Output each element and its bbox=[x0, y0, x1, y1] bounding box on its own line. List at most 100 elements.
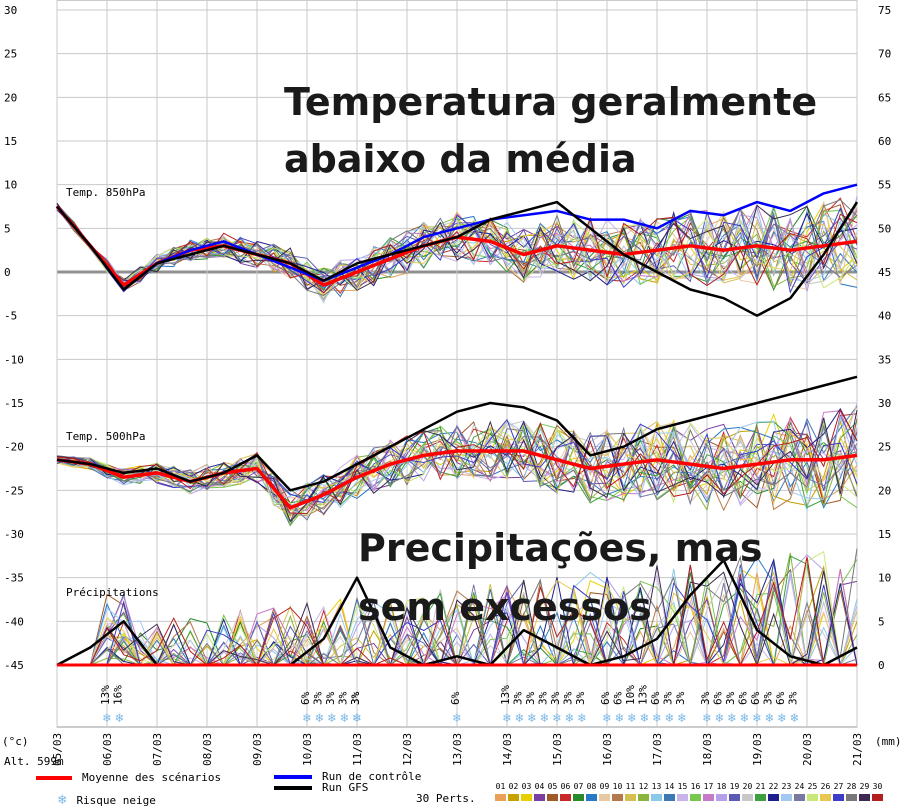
snow-icon: ❄ bbox=[115, 711, 124, 726]
snow-risk-value: 3% bbox=[787, 691, 800, 705]
right-tick-label: 5 bbox=[878, 615, 885, 628]
snow-risk-value: 3% bbox=[537, 691, 550, 705]
pert-number: 24 bbox=[794, 782, 805, 791]
annotation-2: abaixo da média bbox=[284, 137, 637, 181]
pert-color-swatch bbox=[495, 794, 506, 801]
series-line bbox=[56, 183, 858, 291]
pert-color-swatch bbox=[872, 794, 883, 801]
pert-number: 11 bbox=[625, 782, 636, 791]
altitude-label: Alt. 599m bbox=[4, 755, 64, 768]
pert-number: 30 bbox=[872, 782, 883, 791]
pert-legend-item: 15 bbox=[676, 782, 689, 801]
pert-legend-item: 26 bbox=[819, 782, 832, 801]
pert-legend-item: 20 bbox=[741, 782, 754, 801]
pert-legend-item: 02 bbox=[507, 782, 520, 801]
snow-icon: ❄ bbox=[665, 711, 674, 726]
pert-color-swatch bbox=[547, 794, 558, 801]
snow-icon: ❄ bbox=[102, 711, 111, 726]
ensemble-line-850 bbox=[56, 206, 858, 294]
pert-number: 07 bbox=[573, 782, 584, 791]
right-tick-label: 40 bbox=[878, 310, 891, 323]
pert-number: 10 bbox=[612, 782, 623, 791]
pert-number: 25 bbox=[807, 782, 818, 791]
pert-number: 09 bbox=[599, 782, 610, 791]
snow-icon: ❄ bbox=[777, 711, 786, 726]
snow-risk-value: 6% bbox=[712, 691, 725, 705]
snow-risk-value: 3% bbox=[349, 691, 362, 705]
legend-gfs-label: Run GFS bbox=[322, 781, 369, 794]
snow-icon: ❄ bbox=[602, 711, 611, 726]
panel-label-500: Temp. 500hPa bbox=[66, 430, 145, 443]
legend-control-swatch bbox=[274, 774, 312, 779]
pert-legend-item: 21 bbox=[754, 782, 767, 801]
snow-icon: ❄ bbox=[502, 711, 511, 726]
snow-risk-value: 3% bbox=[549, 691, 562, 705]
left-tick-label: 10 bbox=[4, 179, 17, 192]
pert-legend-item: 25 bbox=[806, 782, 819, 801]
x-tick-label: 14/03 bbox=[501, 733, 514, 766]
pert-color-swatch bbox=[755, 794, 766, 801]
snow-icon: ❄ bbox=[740, 711, 749, 726]
ensemble-line-850 bbox=[56, 199, 858, 296]
pert-legend-item: 09 bbox=[598, 782, 611, 801]
x-tick-label: 17/03 bbox=[651, 733, 664, 766]
pert-number: 18 bbox=[716, 782, 727, 791]
x-tick-label: 08/03 bbox=[201, 733, 214, 766]
pert-color-swatch bbox=[625, 794, 636, 801]
snow-icon: ❄ bbox=[627, 711, 636, 726]
snow-icon: ❄ bbox=[652, 711, 661, 726]
snow-icon: ❄ bbox=[715, 711, 724, 726]
legend-mean: Moyenne des scénarios bbox=[36, 771, 221, 784]
snow-risk-value: 16% bbox=[112, 685, 125, 705]
pert-number: 29 bbox=[859, 782, 870, 791]
right-tick-label: 60 bbox=[878, 135, 891, 148]
snowflake-icon: ❄ bbox=[58, 792, 67, 808]
legend-gfs: Run GFS bbox=[274, 782, 421, 793]
pert-number: 28 bbox=[846, 782, 857, 791]
snow-icon: ❄ bbox=[765, 711, 774, 726]
snow-risk-value: 3% bbox=[349, 691, 362, 705]
snow-risk-value: 3% bbox=[337, 691, 350, 705]
x-tick-label: 18/03 bbox=[701, 733, 714, 766]
left-axis-unit: (°c) bbox=[2, 735, 29, 748]
left-tick-label: 30 bbox=[4, 4, 17, 17]
ensemble-line-850 bbox=[56, 204, 858, 288]
snow-risk-value: 3% bbox=[762, 691, 775, 705]
ensemble-line-850 bbox=[56, 202, 858, 291]
pert-color-swatch bbox=[560, 794, 571, 801]
pert-color-swatch bbox=[664, 794, 675, 801]
right-tick-label: 20 bbox=[878, 484, 891, 497]
snow-icon: ❄ bbox=[340, 711, 349, 726]
x-tick-label: 21/03 bbox=[851, 733, 864, 766]
x-tick-label: 20/03 bbox=[801, 733, 814, 766]
pert-legend-item: 06 bbox=[559, 782, 572, 801]
x-tick-label: 05/03 bbox=[51, 733, 64, 766]
pert-legend-item: 19 bbox=[728, 782, 741, 801]
pert-color-swatch bbox=[820, 794, 831, 801]
ensemble-line-850 bbox=[56, 202, 858, 291]
snow-risk-value: 10% bbox=[624, 685, 637, 705]
x-tick-label: 07/03 bbox=[151, 733, 164, 766]
x-tick-label: 12/03 bbox=[401, 733, 414, 766]
left-tick-label: -45 bbox=[4, 659, 24, 672]
x-tick-label: 16/03 bbox=[601, 733, 614, 766]
pert-number: 14 bbox=[664, 782, 675, 791]
snow-risk-value: 13% bbox=[99, 685, 112, 705]
pert-color-swatch bbox=[716, 794, 727, 801]
annotation-4: sem excessos bbox=[358, 585, 652, 629]
left-tick-label: -30 bbox=[4, 528, 24, 541]
pert-legend-item: 16 bbox=[689, 782, 702, 801]
left-tick-label: -20 bbox=[4, 441, 24, 454]
right-tick-label: 45 bbox=[878, 266, 891, 279]
snow-icon: ❄ bbox=[452, 711, 461, 726]
snow-icon: ❄ bbox=[577, 711, 586, 726]
right-tick-label: 35 bbox=[878, 353, 891, 366]
pert-legend-item: 28 bbox=[845, 782, 858, 801]
legend-mean-label: Moyenne des scénarios bbox=[82, 771, 222, 784]
left-tick-label: -35 bbox=[4, 572, 24, 585]
right-tick-label: 70 bbox=[878, 48, 891, 61]
x-tick-label: 11/03 bbox=[351, 733, 364, 766]
pert-legend-item: 12 bbox=[637, 782, 650, 801]
